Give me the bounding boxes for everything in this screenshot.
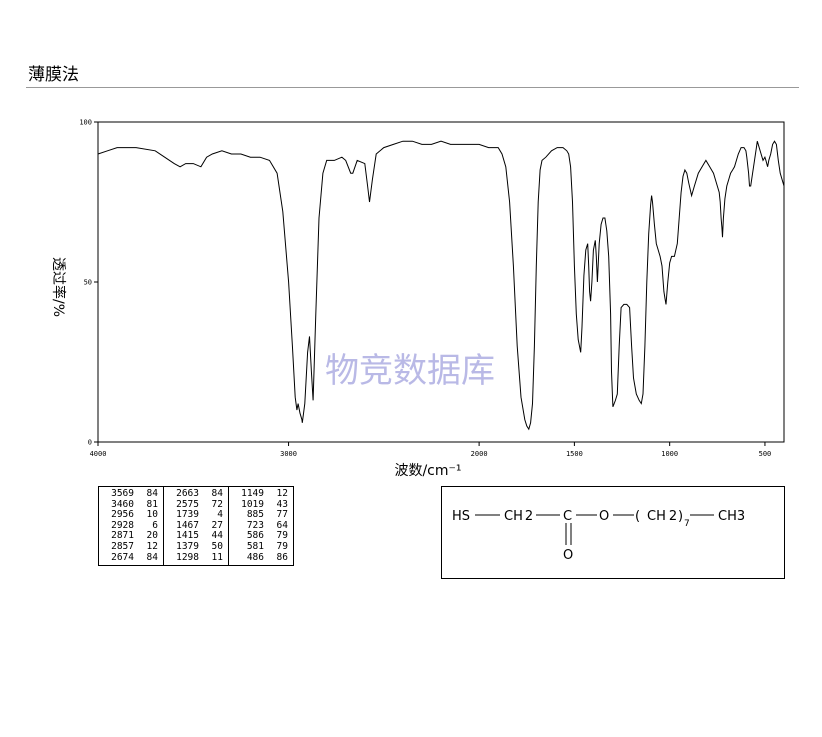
peak-row: 2956 10: [106, 510, 158, 521]
x-tick-label: 1500: [566, 450, 583, 458]
peak-transmittance: 4: [217, 509, 223, 521]
peak-wavenumber: 586: [246, 530, 264, 542]
peak-row: 1149 12: [236, 488, 288, 500]
peak-row: 2674 84: [106, 551, 158, 564]
peak-transmittance: 20: [146, 530, 158, 542]
peak-row: 2663 84: [171, 488, 223, 500]
peak-row: 2857 12: [106, 540, 158, 553]
peak-row: 2928 6: [106, 519, 158, 532]
x-axis-label: 波数/cm⁻¹: [394, 463, 461, 479]
repeat-methylene: CH 2: [647, 509, 677, 524]
peak-row: 1415 44: [171, 531, 223, 542]
peak-transmittance: 72: [211, 498, 223, 510]
peak-wavenumber: 885: [246, 509, 264, 521]
peak-row: 581 79: [236, 540, 288, 553]
x-tick-label: 4000: [90, 450, 107, 458]
peak-wavenumber: 3460: [111, 498, 134, 510]
peak-wavenumber: 2575: [176, 498, 199, 510]
methyl-group: CH3: [718, 509, 745, 524]
close-parenthesis: ): [678, 509, 683, 524]
y-axis-label: 透过率/%: [50, 257, 67, 317]
peak-wavenumber: 581: [246, 540, 264, 552]
peak-row: 1298 11: [171, 551, 223, 564]
peak-transmittance: 43: [276, 498, 288, 510]
peak-wavenumber: 2928: [111, 519, 134, 531]
peak-transmittance: 84: [211, 488, 223, 499]
y-tick-label: 100: [79, 119, 92, 127]
peak-transmittance: 79: [276, 530, 288, 542]
repeat-count: 7: [684, 519, 690, 529]
peak-row: 2871 20: [106, 531, 158, 542]
peak-table: 3569 84 3460 81 2956 10 2928 6 2871 20 2857 12 2674 8…: [98, 486, 294, 567]
peak-transmittance: 27: [211, 519, 223, 531]
peak-wavenumber: 2663: [176, 488, 199, 499]
peak-column: 3569 84 3460 81 2956 10 2928 6 2871 20 2857 12 2674 8…: [99, 487, 163, 565]
title-divider: [26, 87, 799, 88]
y-axis-ticks: 100 50 0: [79, 119, 98, 447]
peak-row: 885 77: [236, 510, 288, 521]
peak-transmittance: 12: [146, 540, 158, 552]
peak-transmittance: 6: [152, 519, 158, 531]
peak-wavenumber: 2956: [111, 509, 134, 521]
x-axis-ticks: 4000 3000 2000 1500 1000 500: [90, 442, 772, 458]
watermark: 物竞数据库: [325, 351, 495, 391]
ester-oxygen: O: [599, 509, 609, 524]
y-tick-label: 50: [84, 279, 92, 287]
peak-wavenumber: 1739: [176, 509, 199, 521]
thiol-group: HS: [452, 509, 470, 524]
peak-transmittance: 11: [211, 551, 223, 563]
method-title: 薄膜法: [28, 65, 79, 85]
peak-transmittance: 84: [146, 551, 158, 563]
peak-row: 1467 27: [171, 519, 223, 532]
peak-transmittance: 84: [146, 488, 158, 499]
x-tick-label: 3000: [280, 450, 297, 458]
peak-row: 586 79: [236, 531, 288, 542]
peak-transmittance: 10: [146, 509, 158, 521]
y-tick-label: 0: [88, 439, 92, 447]
peak-wavenumber: 1467: [176, 519, 199, 531]
peak-row: 2575 72: [171, 498, 223, 511]
peak-row: 723 64: [236, 519, 288, 532]
peak-column: 2663 84 2575 72 1739 4 1467 27 1415 44 1379 50 1298 1…: [163, 487, 228, 566]
peak-wavenumber: 1149: [241, 488, 264, 499]
peak-row: 486 86: [236, 551, 288, 564]
peak-wavenumber: 1019: [241, 498, 264, 510]
peak-transmittance: 64: [276, 519, 288, 531]
peak-transmittance: 44: [211, 530, 223, 542]
open-parenthesis: (: [635, 509, 640, 524]
structural-formula: HS CH 2 C O O ( CH 2 ) 7 CH3: [452, 509, 745, 563]
peak-wavenumber: 2674: [111, 551, 134, 563]
peak-wavenumber: 2857: [111, 540, 134, 552]
peak-wavenumber: 1298: [176, 551, 199, 563]
plot-frame: [97, 121, 785, 443]
peak-wavenumber: 3569: [111, 488, 134, 499]
x-tick-label: 2000: [471, 450, 488, 458]
peak-row: 1739 4: [171, 510, 223, 521]
x-tick-label: 500: [759, 450, 772, 458]
peak-transmittance: 12: [276, 488, 288, 499]
carbonyl-carbon: C: [563, 509, 572, 524]
peak-transmittance: 77: [276, 509, 288, 521]
transmittance-line: [97, 140, 785, 431]
peak-wavenumber: 1379: [176, 540, 199, 552]
carbonyl-oxygen: O: [563, 548, 573, 563]
peak-transmittance: 86: [276, 551, 288, 563]
peak-wavenumber: 723: [246, 519, 264, 531]
peak-column: 1149 12 1019 43 885 77 723 64 586 79 581 79 486 86: [228, 487, 293, 566]
peak-row: 1019 43: [236, 498, 288, 511]
peak-row: 1379 50: [171, 540, 223, 553]
peak-row: 3460 81: [106, 498, 158, 511]
methylene-group: CH 2: [504, 509, 533, 524]
peak-wavenumber: 1415: [176, 530, 199, 542]
peak-wavenumber: 486: [246, 551, 264, 563]
peak-transmittance: 79: [276, 540, 288, 552]
peak-wavenumber: 2871: [111, 530, 134, 542]
structure-box: HS CH 2 C O O ( CH 2 ) 7 CH3: [441, 486, 785, 579]
peak-transmittance: 81: [146, 498, 158, 510]
peak-transmittance: 50: [211, 540, 223, 552]
x-tick-label: 1000: [661, 450, 678, 458]
peak-row: 3569 84: [106, 488, 158, 500]
